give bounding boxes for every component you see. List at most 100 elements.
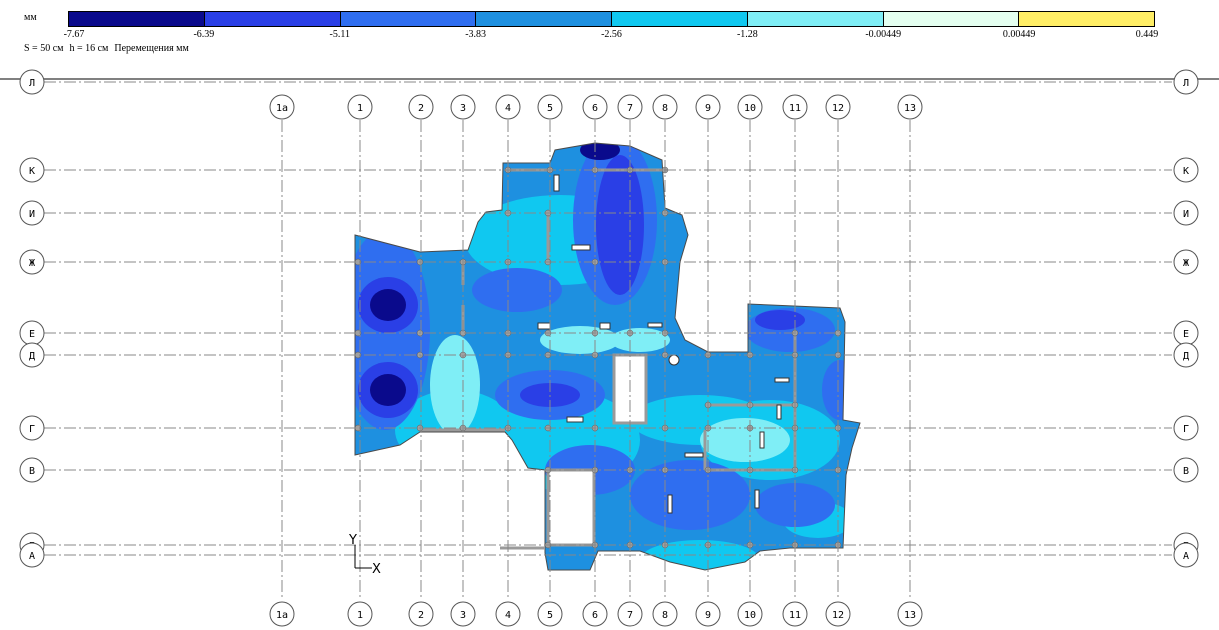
axis-label: Д [29, 351, 35, 362]
axis-label: 3 [460, 103, 466, 114]
opening-markers [537, 174, 790, 514]
axis-label: И [29, 209, 35, 220]
axis-bubble [695, 601, 721, 627]
legend-tick-label: -7.67 [63, 29, 85, 40]
axis-label: 13 [904, 610, 916, 621]
axis-bubble [897, 94, 923, 120]
axis-label: И [1183, 209, 1189, 220]
axis-label: 10 [744, 610, 756, 621]
axis-label: 1а [276, 103, 288, 114]
axis-bubble [582, 94, 608, 120]
axis-label: А [29, 551, 35, 562]
caption-thickness: h = 16 см [69, 43, 109, 54]
slab-outline [354, 142, 861, 571]
axis-bubble [1173, 200, 1199, 226]
axis-bubble [737, 601, 763, 627]
axis-bubble [450, 94, 476, 120]
axis-bubble [782, 94, 808, 120]
legend-color-segment [340, 12, 477, 26]
axis-bubble [652, 601, 678, 627]
axis-label: 5 [547, 610, 553, 621]
axis-bubble [1173, 69, 1199, 95]
axis-bubble [825, 94, 851, 120]
axis-bubble [1173, 342, 1199, 368]
axis-label: 9 [705, 103, 711, 114]
legend-color-segment [883, 12, 1020, 26]
axis-bubble [897, 601, 923, 627]
legend-tick-label: -2.56 [601, 29, 622, 40]
axis-bubble [537, 601, 563, 627]
axis-label: Ж [29, 258, 35, 269]
axis-bubble [782, 601, 808, 627]
axis-bubble [347, 94, 373, 120]
axis-bubble [19, 457, 45, 483]
axis-bubble [825, 601, 851, 627]
axis-bubble [19, 249, 45, 275]
axis-label: 7 [627, 610, 633, 621]
legend-color-segment [612, 12, 748, 26]
axis-label: Е [1183, 329, 1189, 340]
axis-bubble [347, 601, 373, 627]
axis-label: 12 [832, 103, 844, 114]
legend-tick-label: -0.00449 [865, 29, 902, 40]
axis-label: Г [29, 424, 35, 435]
header-separator [0, 78, 1219, 80]
axis-label: 4 [505, 103, 511, 114]
axis-label: А [1183, 551, 1189, 562]
axis-label: Л [1183, 78, 1189, 89]
axis-label: 2 [418, 103, 424, 114]
axis-label: 5 [547, 103, 553, 114]
legend-unit-label: мм [24, 12, 37, 23]
axis-label: К [1183, 166, 1189, 177]
axis-bubble [1173, 157, 1199, 183]
legend-caption: S = 50 см h = 16 см Перемещения мм [24, 43, 195, 54]
axis-label: 7 [627, 103, 633, 114]
axis-label: 6 [592, 103, 598, 114]
axis-bubble [408, 601, 434, 627]
axis-bubble [495, 601, 521, 627]
axis-label: 10 [744, 103, 756, 114]
caption-result-type: Перемещения мм [114, 43, 189, 54]
axis-bubble [19, 69, 45, 95]
legend-tick-label: -6.39 [193, 29, 215, 40]
axis-label: 9 [705, 610, 711, 621]
legend-color-segment [204, 12, 341, 26]
axis-bubble [652, 94, 678, 120]
legend-color-scale [68, 11, 1155, 27]
axis-bubble [19, 342, 45, 368]
legend-color-segment [476, 12, 612, 26]
legend-color-segment [747, 12, 884, 26]
axis-label: 8 [662, 103, 668, 114]
axis-label: 12 [832, 610, 844, 621]
axis-label: 11 [789, 103, 801, 114]
legend-color-segment [1019, 12, 1154, 26]
axis-bubble [1173, 457, 1199, 483]
axis-bubble [19, 157, 45, 183]
axis-label: Г [1183, 424, 1189, 435]
axis-bubble [617, 601, 643, 627]
axis-label: 3 [460, 610, 466, 621]
axis-bubble [617, 94, 643, 120]
axis-bubble [269, 94, 295, 120]
axis-label: 1 [357, 610, 363, 621]
axis-bubble [582, 601, 608, 627]
x-axis-label: X [372, 562, 381, 577]
axis-label: 4 [505, 610, 511, 621]
axis-label: Л [29, 78, 35, 89]
axis-label: 1а [276, 610, 288, 621]
axis-bubble [408, 94, 434, 120]
axis-label: К [29, 166, 35, 177]
axis-bubble [19, 542, 45, 568]
legend-tick-label: -3.83 [465, 29, 487, 40]
legend-tick-label: 0.449 [1135, 29, 1159, 40]
axis-label: Д [1183, 351, 1189, 362]
axis-bubble [1173, 542, 1199, 568]
legend-tick-label: 0.00449 [1002, 29, 1036, 40]
y-axis-label: Y [348, 533, 357, 548]
axis-label: Е [29, 329, 35, 340]
legend-tick-label: -1.28 [736, 29, 758, 40]
axis-label: В [29, 466, 35, 477]
axis-label: 6 [592, 610, 598, 621]
axis-label: Ж [1183, 258, 1189, 269]
